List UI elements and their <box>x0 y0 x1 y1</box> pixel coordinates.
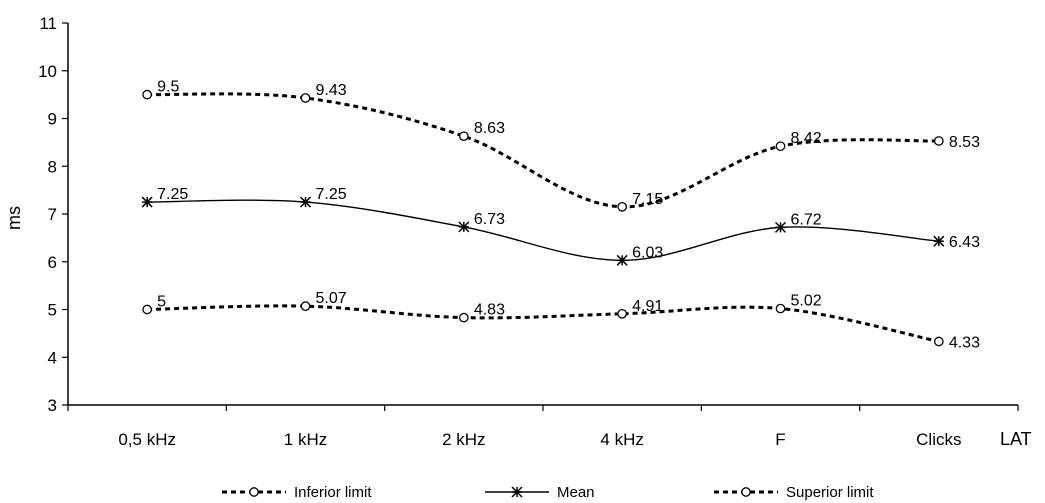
inferior-limit-data-label: 4.83 <box>474 302 505 319</box>
superior-limit-data-label: 9.5 <box>157 79 179 96</box>
superior-limit-line <box>147 92 939 209</box>
x-tick-label: 4 kHz <box>600 430 643 449</box>
mean-point <box>774 221 787 233</box>
legend-label-mean: Mean <box>557 484 595 501</box>
superior-limit-data-label: 8.53 <box>949 134 980 151</box>
superior-limit-data-label: 8.42 <box>791 130 822 147</box>
legend-label-superior-limit: Superior limit <box>786 484 874 501</box>
superior-limit-point <box>617 201 628 212</box>
x-tick-label: 2 kHz <box>442 430 485 449</box>
mean-data-label: 7.25 <box>316 186 347 203</box>
mean-data-label: 6.72 <box>791 211 822 228</box>
mean-data-label: 7.25 <box>157 186 188 203</box>
inferior-limit-point <box>933 336 944 347</box>
y-tick-label: 10 <box>38 62 57 81</box>
mean-data-label: 6.03 <box>632 244 663 261</box>
x-tick-label: F <box>775 430 785 449</box>
mean-point <box>141 196 153 208</box>
y-axis-label: ms <box>4 206 24 230</box>
superior-limit-point <box>775 141 786 152</box>
superior-limit-point <box>458 131 469 142</box>
mean-point <box>458 221 470 233</box>
mean-line <box>147 199 939 262</box>
mean-point <box>299 196 312 208</box>
y-tick-label: 9 <box>48 110 57 129</box>
inferior-limit-point <box>775 303 786 314</box>
inferior-limit-data-label: 5.07 <box>316 290 347 307</box>
superior-limit-data-label: 8.63 <box>474 120 505 137</box>
plot-area: 3 4 5 6 7 8 9 10 11 0,5 kHz 1 kHz 2 kHz 4 kHz F Clicks… <box>38 14 1019 449</box>
inferior-limit-point <box>300 301 311 312</box>
inferior-limit-point <box>617 308 628 319</box>
inferior-limit-data-label: 4.91 <box>632 298 663 315</box>
legend-marker-inferior-limit <box>249 487 259 497</box>
y-tick-label: 11 <box>39 14 57 33</box>
y-tick-label: 6 <box>48 253 57 272</box>
legend-item-superior-limit: Superior limit <box>714 484 874 501</box>
x-tick-label: Clicks <box>916 430 961 449</box>
legend-item-mean: Mean <box>485 484 595 501</box>
y-tick-label: 3 <box>48 396 57 415</box>
superior-limit-point <box>142 89 153 100</box>
mean-data-label: 6.43 <box>949 234 980 251</box>
legend-item-inferior-limit: Inferior limit <box>222 484 372 501</box>
inferior-limit-point <box>458 312 469 323</box>
inferior-limit-line <box>147 304 940 343</box>
inferior-limit-data-label: 5.02 <box>791 293 822 310</box>
y-tick-label: 7 <box>48 205 57 224</box>
mean-data-label: 6.73 <box>474 211 505 228</box>
superior-limit-point <box>300 93 311 103</box>
superior-limit-data-label: 7.15 <box>632 191 663 208</box>
y-tick-label: 4 <box>48 348 57 367</box>
y-tick-label: 5 <box>48 301 57 320</box>
legend-marker-mean <box>511 486 523 498</box>
inferior-limit-point <box>142 304 153 315</box>
inferior-limit-data-label: 4.33 <box>949 334 980 351</box>
superior-limit-point <box>933 136 944 146</box>
legend-marker-superior-limit <box>741 487 751 497</box>
legend: Inferior limit Mean Superior limit <box>222 484 874 501</box>
mean-point <box>616 254 628 266</box>
mean-point <box>933 235 945 247</box>
inferior-limit-data-label: 5 <box>157 294 166 311</box>
y-tick-label: 8 <box>48 157 57 176</box>
superior-limit-data-label: 9.43 <box>316 82 347 99</box>
x-axis-label: LAT <box>1000 429 1032 449</box>
x-tick-label: 0,5 kHz <box>118 430 176 449</box>
x-tick-label: 1 kHz <box>284 430 327 449</box>
legend-label-inferior-limit: Inferior limit <box>294 484 372 501</box>
